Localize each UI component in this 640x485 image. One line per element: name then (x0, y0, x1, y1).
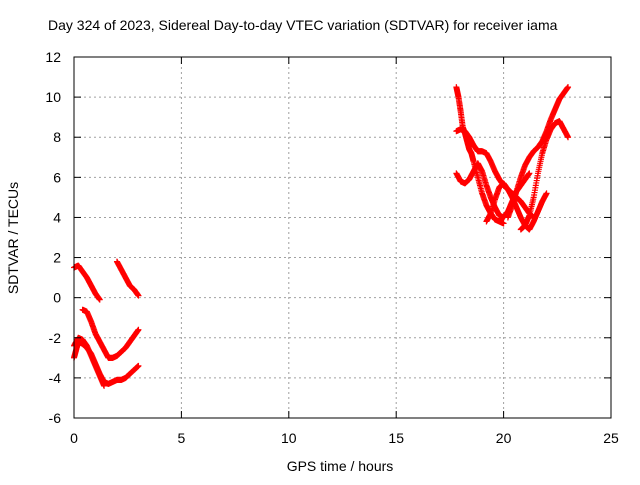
plot-frame (73, 56, 612, 419)
axis-ticks: 0 5 10 15 20 25 -6 -4 -2 0 2 4 6 8 10 12 (45, 49, 619, 446)
y-tick-label: 12 (45, 49, 61, 65)
x-tick-label: 15 (388, 430, 404, 446)
y-axis-label: SDTVAR / TECUs (5, 182, 21, 294)
x-tick-label: 10 (281, 430, 297, 446)
series-arc-5 (113, 258, 142, 299)
y-tick-label: -6 (49, 410, 62, 426)
y-tick-label: 10 (45, 89, 61, 105)
data-point (135, 326, 142, 333)
x-axis-label: GPS time / hours (287, 458, 394, 474)
y-tick-label: 2 (53, 250, 61, 266)
series-arc-1 (71, 262, 103, 303)
x-tick-label: 20 (496, 430, 512, 446)
x-tick-label: 5 (178, 430, 186, 446)
y-tick-label: 8 (53, 129, 61, 145)
y-tick-label: -2 (49, 330, 62, 346)
series-arc-10 (504, 84, 572, 221)
y-tick-label: 4 (53, 209, 61, 225)
series-arc-2 (79, 306, 142, 361)
x-tick-label: 0 (70, 430, 78, 446)
data-point (500, 220, 507, 227)
series-arc-3 (71, 338, 142, 387)
chart-title: Day 324 of 2023, Sidereal Day-to-day VTE… (48, 17, 558, 33)
data-point (543, 190, 550, 197)
y-tick-label: -4 (49, 370, 62, 386)
grid-lines (74, 57, 611, 418)
series-arc-4 (71, 334, 108, 389)
data-point (565, 134, 572, 141)
y-tick-label: 6 (53, 169, 61, 185)
x-tick-label: 25 (603, 430, 619, 446)
data-point (135, 292, 142, 299)
data-point (135, 362, 142, 369)
data-point (96, 296, 103, 303)
data-point (526, 170, 533, 177)
data-point (565, 84, 572, 91)
series-arc-6 (453, 84, 507, 227)
y-tick-label: 0 (53, 290, 61, 306)
series-arc-11 (517, 118, 572, 233)
data-points (71, 84, 572, 389)
data-point (101, 382, 108, 389)
